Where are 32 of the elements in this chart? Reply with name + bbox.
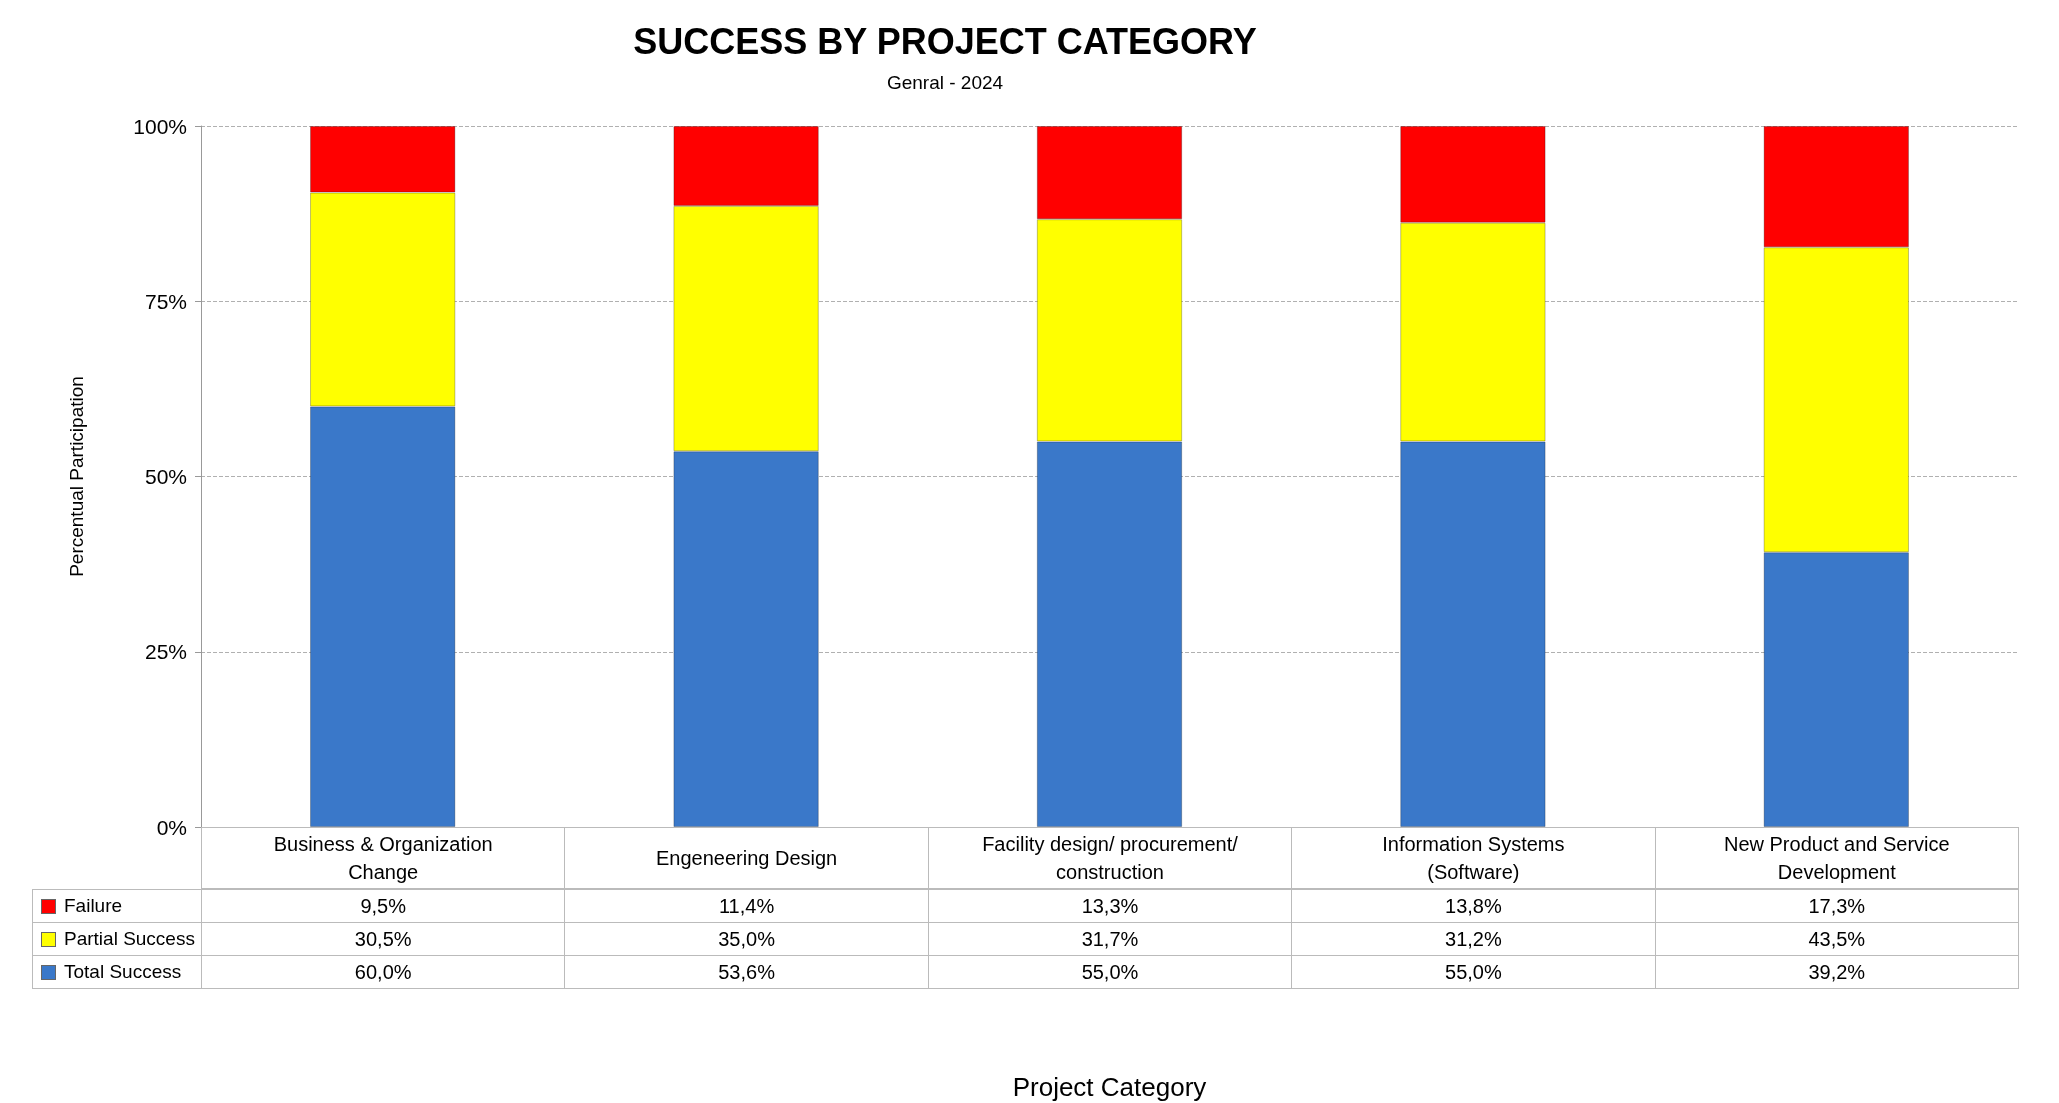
x-tick-label: Information Systems (Software) [1291,827,1656,889]
data-label: 55,0% [1291,955,1656,989]
legend-label: Failure [64,894,123,918]
data-label: 31,7% [927,922,1293,956]
data-label: 35,0% [564,922,929,956]
data-label: 55,0% [927,955,1293,989]
x-tick-label: Engeneering Design [564,827,929,889]
y-tick-label: 100% [133,114,187,138]
legend-label: Partial Success [64,927,195,951]
data-label: 53,6% [564,955,929,989]
y-tick-label: 25% [144,640,187,664]
data-label: 13,8% [1291,889,1656,923]
data-label: 30,5% [201,922,566,956]
chart-title: SUCCESS BY PROJECT CATEGORY [633,20,1257,62]
text: Project Category [1011,1072,1208,1103]
data-label: 13,3% [927,889,1293,923]
data-label: 43,5% [1654,922,2019,956]
x-tick-label: Facility design/ procurement/ construction [927,827,1293,889]
y-axis-title: Percentual Participation [66,376,87,577]
chart-subtitle: Genral - 2024 [886,72,1004,93]
y-tick-label: 0% [156,815,187,839]
data-label: 39,2% [1654,955,2019,989]
x-tick-label: New Product and Service Development [1654,827,2019,889]
y-tick-label: 75% [144,289,187,313]
data-label: 31,2% [1291,922,1656,956]
x-tick-label: Business & Organization Change [201,827,566,889]
data-label: 60,0% [201,955,566,989]
y-tick-label: 50% [144,465,187,488]
data-label: 17,3% [1654,889,2019,923]
data-label: 9,5% [201,889,566,923]
data-label: 11,4% [564,889,929,923]
legend-label: Total Success [64,960,182,984]
